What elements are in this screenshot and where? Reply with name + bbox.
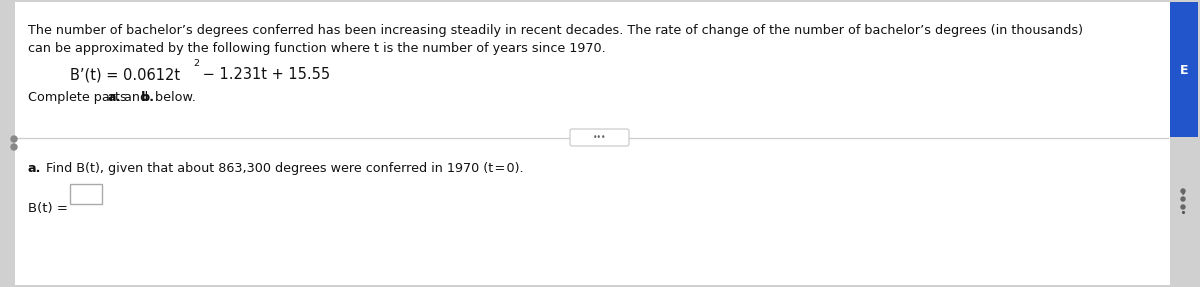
- FancyBboxPatch shape: [570, 129, 629, 146]
- Text: B’(t) = 0.0612t: B’(t) = 0.0612t: [70, 67, 180, 82]
- Text: B(t) =: B(t) =: [28, 202, 68, 215]
- Text: a.: a.: [108, 91, 121, 104]
- Text: Complete parts: Complete parts: [28, 91, 131, 104]
- Text: :: :: [1181, 191, 1186, 203]
- Text: •••: •••: [593, 133, 606, 142]
- Text: Find B(t), given that about 863,300 degrees were conferred in 1970 (t = 0).: Find B(t), given that about 863,300 degr…: [42, 162, 523, 175]
- Bar: [1170, 2, 1198, 137]
- Circle shape: [11, 144, 17, 150]
- Circle shape: [11, 136, 17, 142]
- Circle shape: [1181, 197, 1186, 201]
- Text: − 1.231t + 15.55: − 1.231t + 15.55: [198, 67, 330, 82]
- Text: The number of bachelor’s degrees conferred has been increasing steadily in recen: The number of bachelor’s degrees conferr…: [28, 24, 1084, 37]
- Text: b.: b.: [142, 91, 155, 104]
- Text: can be approximated by the following function where t is the number of years sin: can be approximated by the following fun…: [28, 42, 606, 55]
- Text: 2: 2: [193, 59, 199, 68]
- Text: E: E: [1180, 63, 1188, 77]
- Text: and: and: [120, 91, 152, 104]
- Text: a.: a.: [28, 162, 41, 175]
- Circle shape: [1181, 189, 1186, 193]
- Text: below.: below.: [151, 91, 196, 104]
- Circle shape: [1181, 205, 1186, 209]
- FancyBboxPatch shape: [70, 184, 102, 204]
